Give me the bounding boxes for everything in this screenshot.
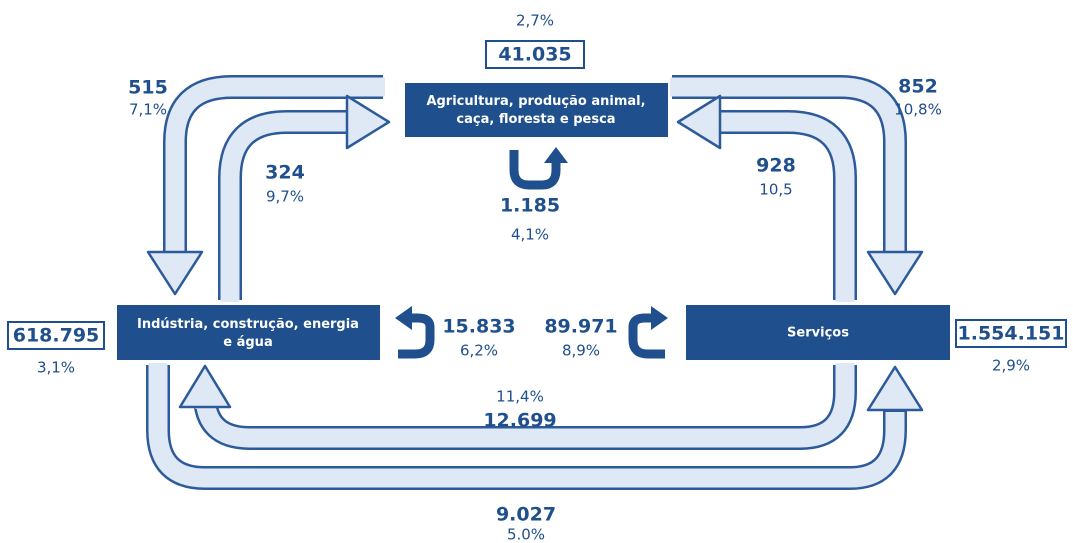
- flow-share: 9,7%: [266, 188, 304, 206]
- node-share: 2,7%: [516, 12, 554, 30]
- node-total: 41.035: [498, 44, 571, 66]
- internal-share: 6,2%: [460, 342, 498, 360]
- arrow-agri-to-industry: [146, 75, 385, 296]
- flow-value: 852: [898, 76, 938, 98]
- flow-share: 7,1%: [129, 101, 167, 119]
- flow-share: 5.0%: [507, 526, 545, 543]
- flow-value: 515: [128, 77, 168, 99]
- internal-value: 1.185: [500, 195, 560, 217]
- self-loop-icon: [628, 306, 668, 359]
- internal-value: 15.833: [442, 316, 515, 338]
- flow-value: 928: [756, 155, 796, 177]
- total-frame: [485, 40, 585, 69]
- node-box: [686, 305, 950, 360]
- total-frame: [7, 321, 105, 350]
- flow-value: 324: [265, 162, 305, 184]
- flow-value: 9.027: [496, 504, 556, 526]
- flow-value: 12.699: [483, 410, 556, 432]
- node-label: Serviços: [787, 326, 849, 341]
- node-box: [405, 83, 668, 137]
- internal-value: 89.971: [544, 316, 617, 338]
- node-label: Indústria, construção, energia e água: [137, 317, 359, 350]
- arrow-services-to-industry: [178, 363, 857, 450]
- node-share: 3,1%: [37, 359, 75, 377]
- internal-share: 8,9%: [562, 342, 600, 360]
- arrow-services-to-agri: [676, 94, 857, 302]
- node-share: 2,9%: [992, 357, 1030, 375]
- node-box: [117, 305, 380, 360]
- node-total: 618.795: [13, 325, 100, 347]
- arrow-industry-to-services: [146, 363, 924, 490]
- total-frame: [955, 319, 1067, 348]
- arrow-industry-to-agri: [218, 94, 391, 302]
- self-loop-icon: [395, 306, 435, 359]
- flow-share: 10,8%: [894, 101, 942, 119]
- self-loop-icon: [509, 147, 568, 190]
- node-label: Agricultura, produção animal, caça, flore…: [426, 94, 645, 127]
- arrow-agri-to-services: [670, 75, 924, 296]
- flow-share: 11,4%: [496, 388, 544, 406]
- flow-share: 10,5: [759, 181, 792, 199]
- node-total: 1.554.151: [958, 323, 1065, 345]
- internal-share: 4,1%: [511, 226, 549, 244]
